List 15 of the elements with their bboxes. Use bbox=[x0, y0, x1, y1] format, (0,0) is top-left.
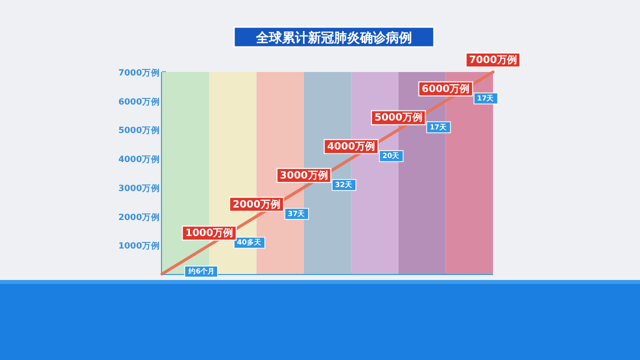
data-label: 6000万例 bbox=[422, 82, 470, 95]
data-label: 7000万例 bbox=[469, 54, 517, 66]
y-tick-label: 4000万例 bbox=[118, 154, 160, 166]
y-tick-label: 6000万例 bbox=[118, 96, 160, 108]
chart-title: 全球累计新冠肺炎确诊病例 bbox=[255, 30, 412, 46]
data-label: 4000万例 bbox=[327, 140, 376, 153]
data-label: 3000万例 bbox=[280, 169, 328, 182]
y-tick-label: 2000万例 bbox=[118, 212, 160, 223]
data-label: 5000万例 bbox=[374, 112, 422, 124]
data-label: 2000万例 bbox=[232, 198, 280, 210]
y-tick-label: 1000万例 bbox=[118, 240, 160, 252]
y-tick-label: 3000万例 bbox=[118, 182, 160, 194]
data-label: 1000万例 bbox=[185, 227, 234, 240]
y-tick-label: 5000万例 bbox=[118, 125, 160, 136]
y-tick-label: 7000万例 bbox=[118, 68, 160, 78]
